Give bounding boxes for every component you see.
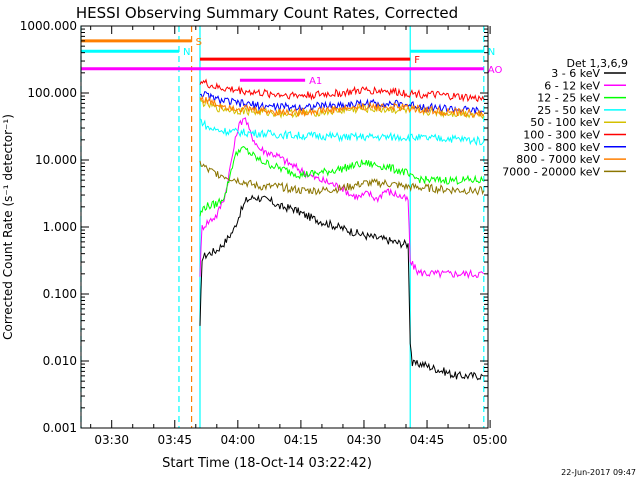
series-line [199,146,484,217]
series-line [199,90,485,115]
x-tick-label: 04:15 [284,433,319,447]
x-tick-label: 03:45 [157,433,192,447]
chart-title: HESSI Observing Summary Count Rates, Cor… [76,4,458,22]
flag-label: AO [488,65,503,76]
x-tick-label: 05:00 [473,433,508,447]
x-tick-label: 04:45 [410,433,445,447]
x-tick-label: 04:30 [347,433,382,447]
y-tick-label: 0.100 [43,287,77,301]
legend-title: Det 1,3,6,9 [566,57,628,70]
x-axis-label: Start Time (18-Oct-14 03:22:42) [162,456,372,471]
y-tick-label: 0.010 [43,354,77,368]
legend-label: 3 - 6 keV [551,67,600,80]
legend-label: 100 - 300 keV [523,129,600,142]
x-tick-label: 04:00 [221,433,256,447]
flag-label: N [488,47,495,58]
flag-label: N [183,47,190,58]
legend-label: 7000 - 20000 keV [502,165,600,178]
series-line [199,95,485,118]
axes: 0.001 0.010 0.100 1.000 10.000 100.000 1000.00… [20,19,508,447]
legend-label: 25 - 50 keV [537,104,600,117]
plot-frame [80,25,489,429]
legend-label: 50 - 100 keV [530,116,600,129]
y-tick-label: 100.000 [27,86,77,100]
legend-label: 6 - 12 keV [544,79,600,92]
series-line [199,160,485,196]
y-tick-label: 1000.000 [20,19,77,33]
flag-label: F [414,55,420,66]
series-line [199,194,484,381]
boundary-lines [80,26,485,428]
footer-date: 22-Jun-2017 09:47 [561,468,636,477]
legend-label: 300 - 800 keV [523,141,600,154]
legend-label: 12 - 25 keV [537,92,600,105]
y-tick-label: 1.000 [43,220,77,234]
flag-label: S [196,37,202,48]
x-tick-label: 03:30 [94,433,129,447]
series-lines [199,78,485,381]
series-line [199,117,485,280]
series-line [199,78,485,103]
y-tick-label: 0.001 [43,421,77,435]
legend-label: 800 - 7000 keV [516,153,600,166]
y-axis-label: Corrected Count Rate (s⁻¹ detector⁻¹) [1,114,15,340]
y-tick-label: 10.000 [35,153,77,167]
series-line [199,118,485,146]
flag-label: A1 [309,76,322,87]
